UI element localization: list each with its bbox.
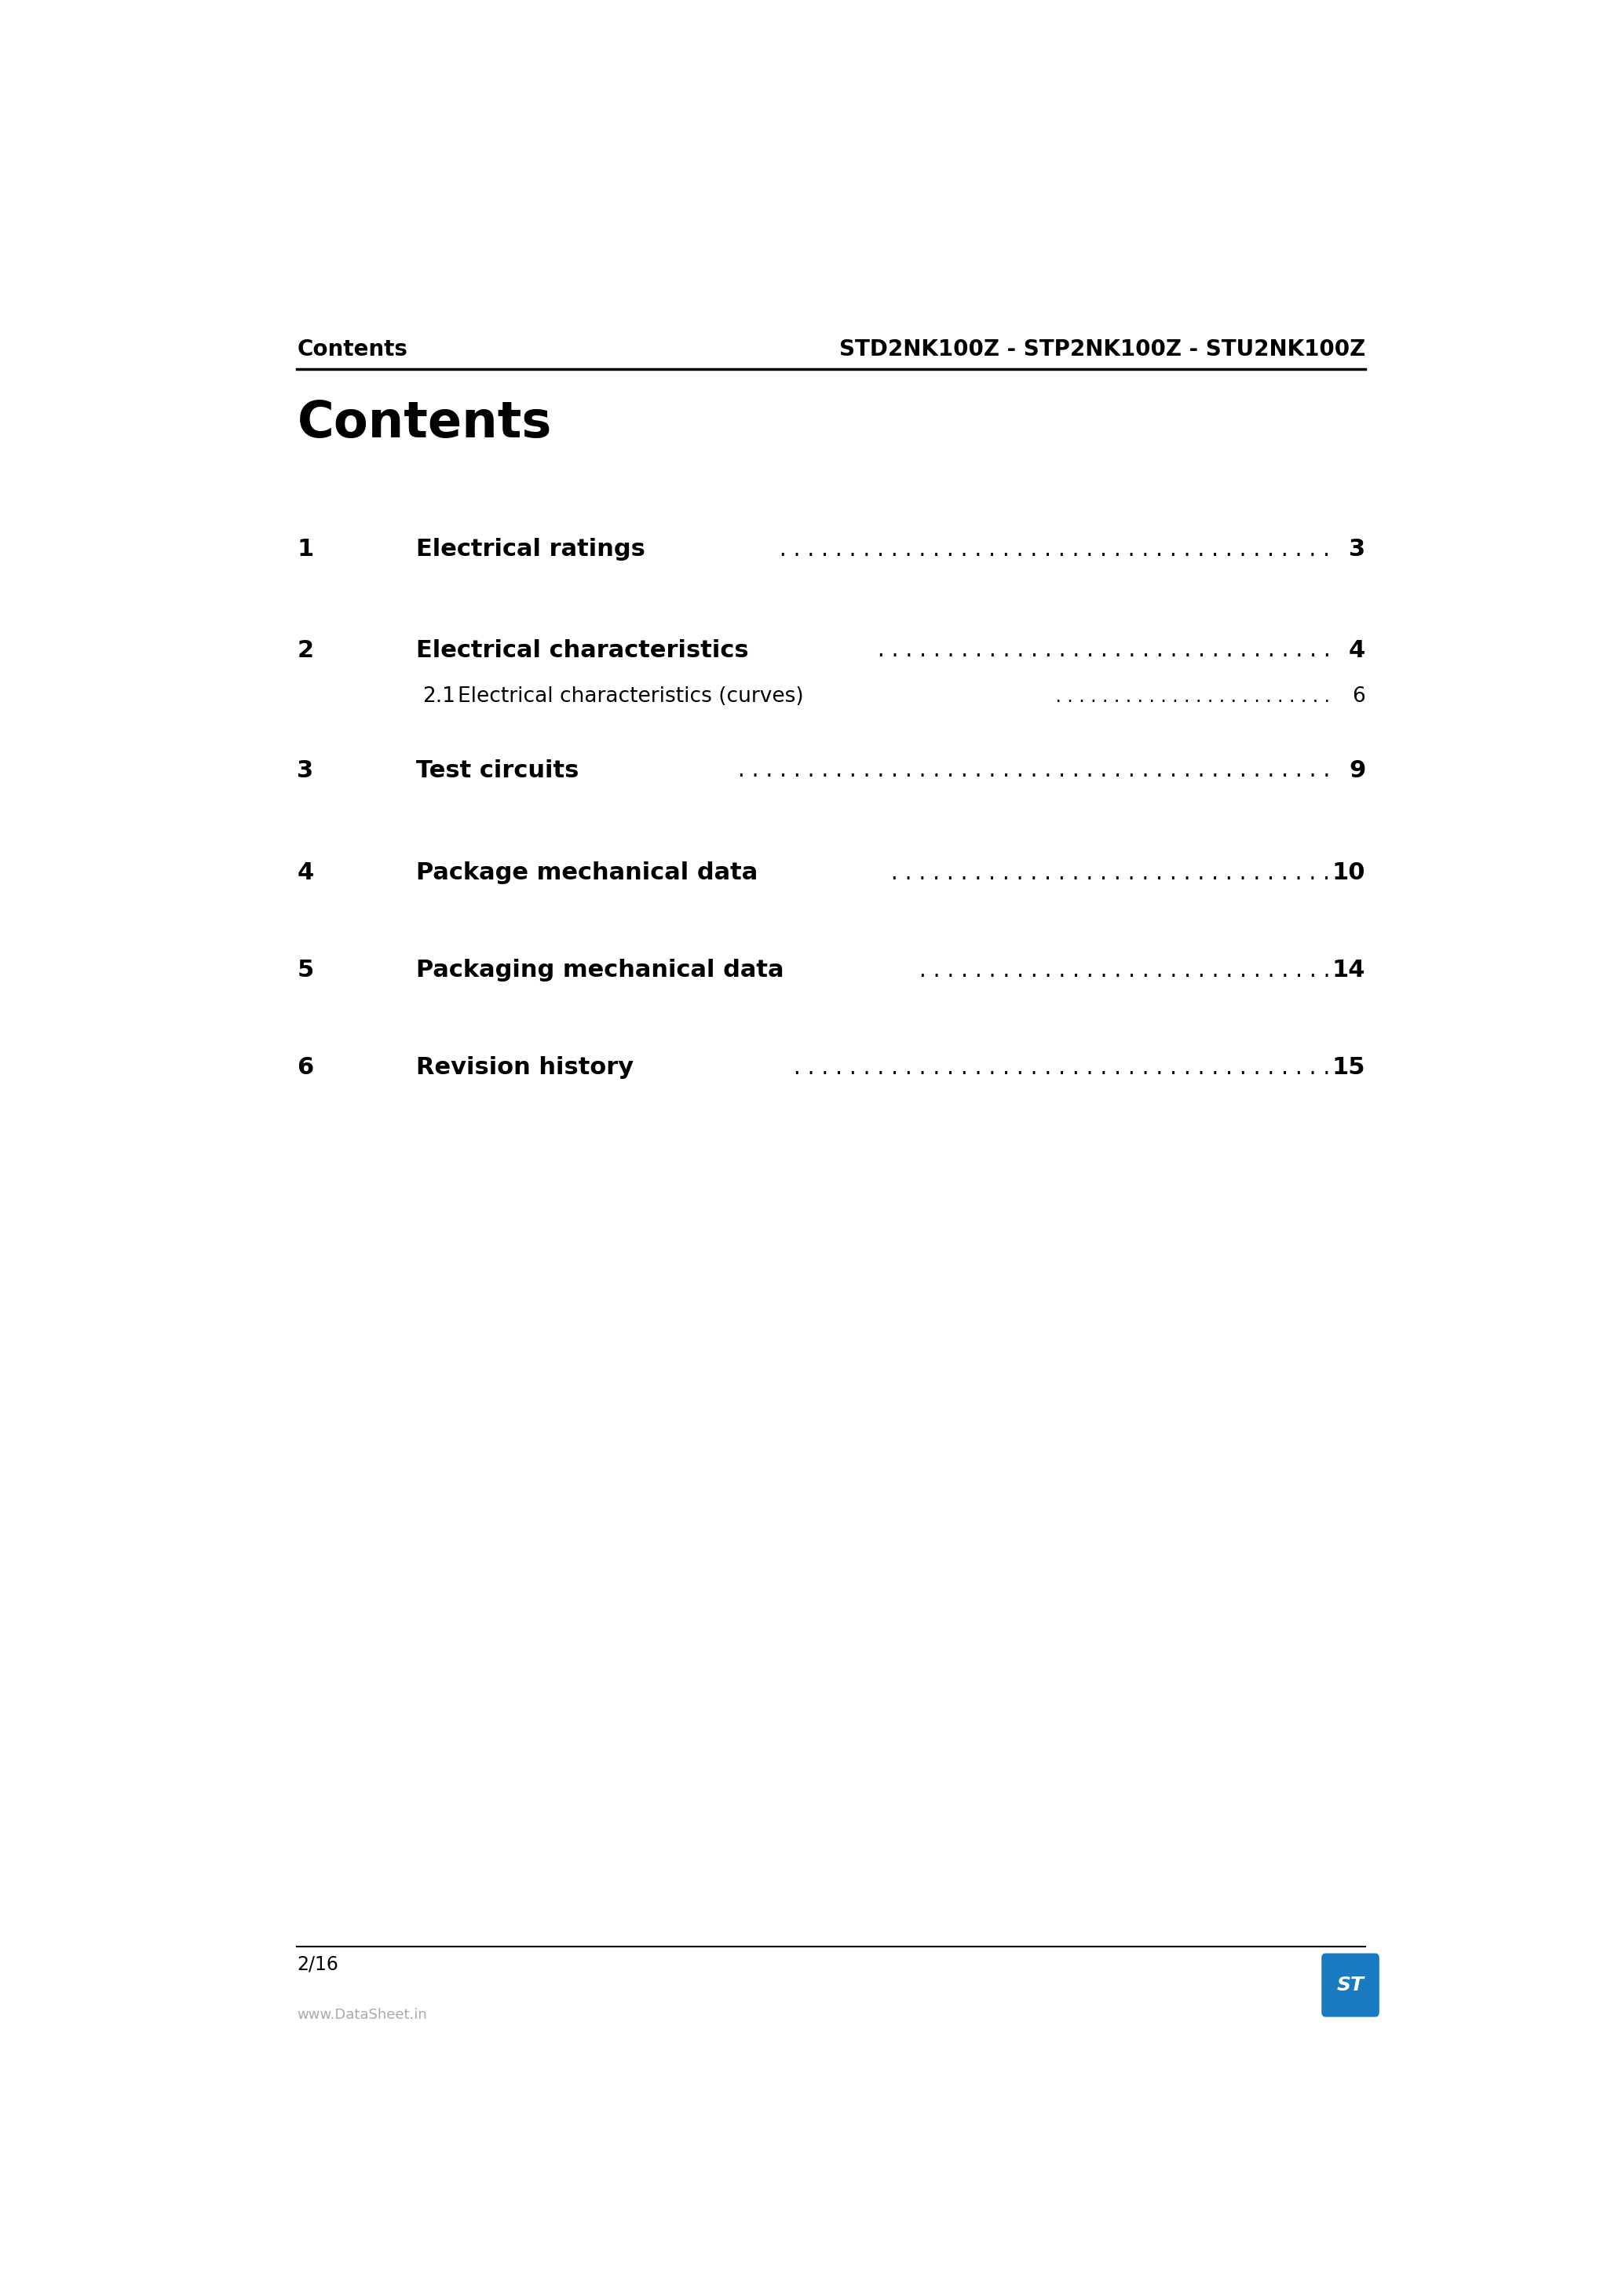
Text: www.DataSheet.in: www.DataSheet.in <box>297 2009 427 2023</box>
Text: Electrical characteristics (curves): Electrical characteristics (curves) <box>457 687 805 707</box>
Text: Electrical characteristics: Electrical characteristics <box>417 638 749 661</box>
Text: 6: 6 <box>1353 687 1366 707</box>
FancyBboxPatch shape <box>1322 1954 1379 2016</box>
Text: 3: 3 <box>1350 537 1366 560</box>
Text: Revision history: Revision history <box>417 1056 634 1079</box>
Text: 14: 14 <box>1332 960 1366 983</box>
Text: 9: 9 <box>1350 760 1366 783</box>
Text: 2.1: 2.1 <box>423 687 456 707</box>
Text: . . . . . . . . . . . . . . . . . . . . . . . . . . . . . . . .: . . . . . . . . . . . . . . . . . . . . … <box>884 861 1330 884</box>
Text: 4: 4 <box>297 861 313 884</box>
Text: Packaging mechanical data: Packaging mechanical data <box>417 960 785 983</box>
Text: 10: 10 <box>1332 861 1366 884</box>
Text: Electrical ratings: Electrical ratings <box>417 537 646 560</box>
Text: ST: ST <box>1337 1975 1364 1995</box>
Text: 15: 15 <box>1332 1056 1366 1079</box>
Text: Package mechanical data: Package mechanical data <box>417 861 757 884</box>
Text: . . . . . . . . . . . . . . . . . . . . . . . . . . . . . . . . . . . . . . . .: . . . . . . . . . . . . . . . . . . . . … <box>772 540 1330 560</box>
Text: Test circuits: Test circuits <box>417 760 579 783</box>
Text: 1: 1 <box>297 537 313 560</box>
Text: Contents: Contents <box>297 400 551 448</box>
Text: . . . . . . . . . . . . . . . . . . . . . . . . . . . . . .: . . . . . . . . . . . . . . . . . . . . … <box>912 960 1330 980</box>
Text: . . . . . . . . . . . . . . . . . . . . . . . . . . . . . . . . . . . . . . .: . . . . . . . . . . . . . . . . . . . . … <box>787 1056 1330 1079</box>
Text: 5: 5 <box>297 960 313 983</box>
Text: 2: 2 <box>297 638 313 661</box>
Text: 6: 6 <box>297 1056 313 1079</box>
Text: Contents: Contents <box>297 338 407 360</box>
Text: . . . . . . . . . . . . . . . . . . . . . . . . . . . . . . . . . . . . . . . . : . . . . . . . . . . . . . . . . . . . . … <box>732 760 1330 781</box>
Text: 2/16: 2/16 <box>297 1956 339 1975</box>
Text: STD2NK100Z - STP2NK100Z - STU2NK100Z: STD2NK100Z - STP2NK100Z - STU2NK100Z <box>839 338 1366 360</box>
Text: . . . . . . . . . . . . . . . . . . . . . . . . . . . . . . . . .: . . . . . . . . . . . . . . . . . . . . … <box>871 638 1330 661</box>
Text: 3: 3 <box>297 760 313 783</box>
Text: 4: 4 <box>1350 638 1366 661</box>
Text: . . . . . . . . . . . . . . . . . . . . . . . .: . . . . . . . . . . . . . . . . . . . . … <box>1049 687 1330 705</box>
